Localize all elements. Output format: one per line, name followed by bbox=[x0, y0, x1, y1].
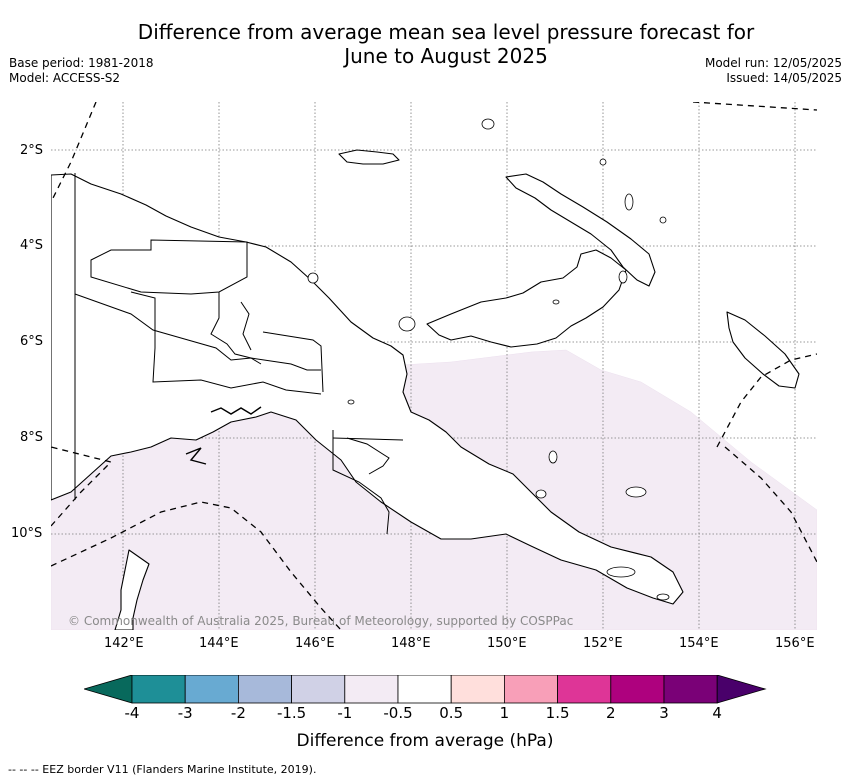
title-line-1: Difference from average mean sea level p… bbox=[137, 20, 755, 44]
model-run-date: Model run: 12/05/2025 bbox=[704, 56, 842, 70]
copyright-notice: © Commonwealth of Australia 2025, Bureau… bbox=[68, 614, 574, 628]
colorbar-tick-label: -1.5 bbox=[276, 704, 307, 722]
colorbar-tick-label: -3 bbox=[177, 704, 193, 722]
colorbar-tick-label: -2 bbox=[230, 704, 246, 722]
title-line-2: June to August 2025 bbox=[344, 44, 548, 68]
colorbar-tick-label: 3 bbox=[659, 704, 669, 722]
colorbar-tick-label: 4 bbox=[712, 704, 722, 722]
lon-label-142e: 142°E bbox=[104, 636, 144, 651]
colorbar-tick-label: -0.5 bbox=[383, 704, 413, 722]
colorbar-arrow-low bbox=[84, 675, 133, 704]
colorbar-cell bbox=[131, 675, 186, 704]
lat-label-6s: 6°S bbox=[20, 334, 44, 349]
eez-legend: -- -- -- EEZ border V11 (Flanders Marine… bbox=[8, 763, 317, 776]
lon-label-150e: 150°E bbox=[487, 636, 527, 651]
colorbar-arrow-high bbox=[716, 675, 767, 704]
manus-island bbox=[338, 149, 400, 165]
colorbar-tick-label: -1 bbox=[337, 704, 353, 722]
colorbar-tick-label: 1.5 bbox=[545, 704, 570, 722]
colorbar-cell bbox=[237, 675, 292, 704]
colorbar-cell bbox=[184, 675, 239, 704]
colorbar-cell bbox=[663, 675, 718, 704]
colorbar-tick-label: -4 bbox=[124, 704, 140, 722]
colorbar-tick-label: 2 bbox=[606, 704, 616, 722]
australia-cape-york bbox=[114, 549, 150, 630]
lon-label-156e: 156°E bbox=[775, 636, 815, 651]
base-period: Base period: 1981-2018 bbox=[9, 56, 154, 70]
colorbar-cell bbox=[557, 675, 612, 704]
lon-label-148e: 148°E bbox=[391, 636, 431, 651]
colorbar-tick-label: 0.5 bbox=[439, 704, 464, 722]
lat-label-4s: 4°S bbox=[20, 238, 44, 253]
issued-date: Issued: 14/05/2025 bbox=[726, 71, 842, 85]
colorbar-cell bbox=[344, 675, 399, 704]
lat-label-2s: 2°S bbox=[20, 143, 44, 158]
lon-label-144e: 144°E bbox=[199, 636, 239, 651]
lat-label-8s: 8°S bbox=[20, 430, 44, 445]
lon-label-152e: 152°E bbox=[583, 636, 623, 651]
new-ireland bbox=[505, 173, 656, 287]
pressure-anomaly-map bbox=[51, 102, 817, 630]
province-borders bbox=[74, 173, 404, 535]
colorbar-tick-label: 1 bbox=[499, 704, 510, 722]
river-delta bbox=[185, 406, 262, 465]
map-title: Difference from average mean sea level p… bbox=[0, 20, 850, 68]
eez-borders bbox=[51, 102, 817, 630]
colorbar bbox=[84, 675, 767, 704]
colorbar-cell bbox=[503, 675, 558, 704]
model-name: Model: ACCESS-S2 bbox=[9, 71, 121, 85]
run-info: Model run: 12/05/2025 Issued: 14/05/2025 bbox=[705, 56, 842, 86]
model-info: Base period: 1981-2018 Model: ACCESS-S2 bbox=[9, 56, 154, 86]
lon-label-146e: 146°E bbox=[295, 636, 335, 651]
colorbar-cell bbox=[450, 675, 505, 704]
bougainville bbox=[726, 311, 800, 389]
lat-label-10s: 10°S bbox=[11, 526, 43, 541]
png-mainland bbox=[51, 173, 684, 605]
colorbar-title: Difference from average (hPa) bbox=[296, 731, 554, 751]
colorbar-cell bbox=[291, 675, 346, 704]
colorbar-cell bbox=[397, 675, 452, 704]
new-britain bbox=[426, 249, 627, 348]
colorbar-cell bbox=[610, 675, 665, 704]
lon-label-154e: 154°E bbox=[679, 636, 719, 651]
